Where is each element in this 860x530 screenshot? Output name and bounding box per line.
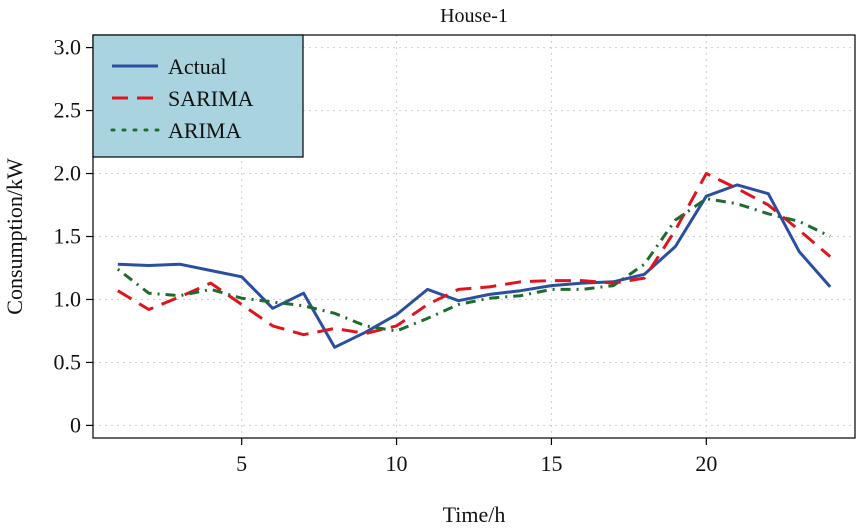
series-line-actual bbox=[117, 183, 832, 349]
legend-label-actual: Actual bbox=[168, 54, 227, 79]
y-tick-label: 3.0 bbox=[54, 35, 82, 60]
x-tick-label: 20 bbox=[695, 451, 717, 476]
y-tick-label: 0 bbox=[70, 412, 81, 437]
legend: Actual SARIMA ARIMA bbox=[92, 34, 304, 158]
series-lines bbox=[116, 172, 832, 349]
y-tick-label: 2.5 bbox=[54, 98, 82, 123]
y-tick-label: 0.5 bbox=[54, 349, 82, 374]
series-line-sarima bbox=[117, 172, 832, 337]
y-axis-title: Consumption/kW bbox=[2, 158, 27, 315]
x-tick-label: 10 bbox=[386, 451, 408, 476]
axis-ticks: 5 10 15 20 0 0.5 1.0 1.5 2.0 2.5 3.0 bbox=[54, 35, 718, 476]
y-tick-label: 2.0 bbox=[54, 161, 82, 186]
y-tick-label: 1.5 bbox=[54, 224, 82, 249]
x-tick-label: 15 bbox=[540, 451, 562, 476]
chart-title: House-1 bbox=[440, 5, 508, 27]
y-tick-label: 1.0 bbox=[54, 286, 82, 311]
x-axis-title: Time/h bbox=[443, 502, 506, 527]
series-line-arima bbox=[116, 197, 831, 333]
x-tick-label: 5 bbox=[236, 451, 247, 476]
legend-box bbox=[92, 34, 304, 158]
legend-label-sarima: SARIMA bbox=[168, 86, 254, 111]
legend-label-arima: ARIMA bbox=[168, 118, 241, 143]
